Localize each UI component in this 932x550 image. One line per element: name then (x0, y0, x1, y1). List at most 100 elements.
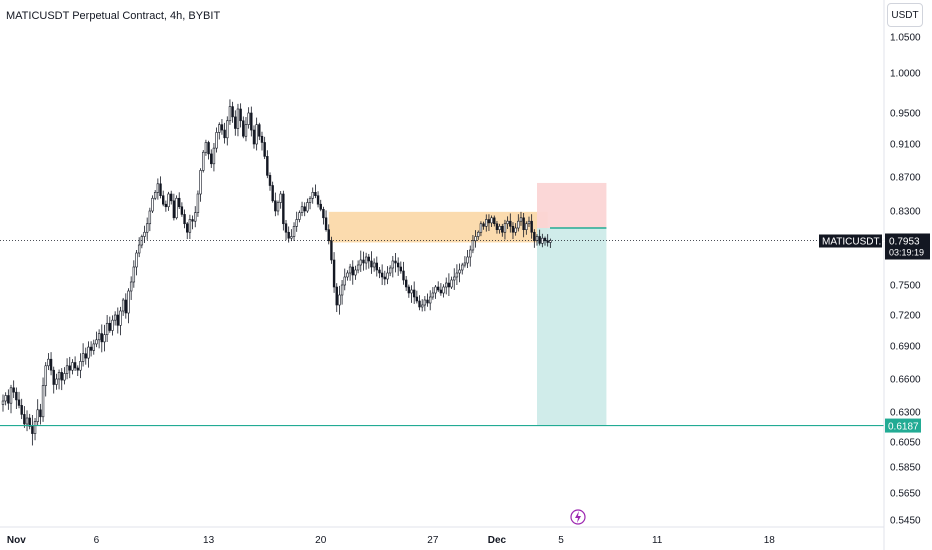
candle-body (223, 129, 226, 139)
candle (49, 352, 53, 376)
candle-body (170, 193, 173, 202)
candle (242, 116, 245, 139)
candle (292, 222, 296, 242)
candle-body (356, 264, 360, 271)
candle (538, 229, 541, 246)
candle (295, 211, 298, 232)
candle (471, 234, 475, 254)
candle (394, 252, 397, 273)
candle-body (79, 361, 82, 371)
candle (415, 290, 419, 304)
candle (396, 257, 400, 276)
candle-body (76, 367, 79, 371)
y-tick-label: 0.7200 (890, 311, 921, 322)
candle-body (303, 206, 306, 212)
candle-body (311, 192, 314, 199)
candle (199, 168, 202, 202)
candle-body (426, 299, 429, 304)
candle-body (151, 197, 154, 212)
candle (36, 399, 39, 426)
candle (354, 265, 357, 280)
candle (194, 206, 197, 228)
candle (509, 213, 512, 233)
candle-body (276, 202, 280, 212)
candle (428, 290, 432, 311)
candle-body (135, 252, 138, 268)
candle-body (463, 262, 467, 266)
candle-body (530, 220, 533, 233)
candle (28, 413, 31, 430)
candle (244, 117, 248, 142)
candle (68, 356, 71, 379)
candle (175, 195, 178, 220)
candle (418, 295, 421, 311)
candle-body (164, 203, 168, 208)
candle (223, 122, 226, 144)
y-tick-label: 0.8300 (890, 207, 921, 218)
candle (129, 276, 133, 300)
candle-body (391, 260, 395, 269)
candle (156, 178, 160, 200)
candle (226, 116, 229, 146)
lightning-icon[interactable] (570, 509, 586, 525)
candle (15, 387, 18, 409)
candle-body (410, 289, 413, 294)
candle (450, 276, 453, 290)
candle (306, 198, 309, 213)
candle (81, 343, 85, 367)
candle (145, 217, 149, 240)
candle (148, 207, 152, 232)
candle (135, 249, 138, 276)
candle (322, 206, 325, 225)
candle (151, 195, 154, 213)
orange-zone (328, 211, 548, 243)
candle-body (55, 378, 58, 385)
candle (212, 142, 216, 172)
candle-body (493, 217, 496, 225)
candle-body (386, 272, 389, 280)
candle (17, 391, 21, 409)
candle (204, 139, 208, 156)
candle-body (71, 362, 74, 371)
candle-body (196, 193, 200, 214)
candle (25, 410, 29, 432)
candle-body (458, 269, 461, 274)
stop-loss-zone[interactable] (537, 182, 607, 228)
candle (399, 261, 403, 274)
candle (7, 389, 10, 410)
candle-body (12, 387, 15, 393)
candle (423, 296, 427, 312)
candle-body (153, 192, 157, 199)
candle-body (412, 289, 416, 298)
candle (375, 256, 378, 277)
candle (372, 258, 376, 272)
candle-body (172, 200, 176, 219)
candle-body (450, 279, 453, 288)
candle (479, 221, 483, 237)
candle-body (127, 290, 130, 314)
candle (180, 202, 184, 217)
candle (140, 234, 144, 249)
candle-body (220, 124, 224, 131)
candle (530, 214, 533, 239)
take-profit-zone[interactable] (537, 228, 607, 426)
candle (447, 273, 451, 296)
candle (474, 230, 477, 248)
candle-body (250, 112, 253, 131)
candle-body (87, 346, 90, 359)
last-price-label: 0.7953 (889, 236, 920, 247)
candle (543, 236, 547, 246)
candle-body (327, 229, 330, 242)
candle-body (525, 223, 528, 230)
currency-button[interactable]: USDT (887, 3, 923, 27)
candle-body (511, 226, 515, 233)
x-tick-label: Nov (7, 535, 26, 546)
candle (453, 268, 456, 290)
candle (186, 221, 189, 240)
candle (506, 216, 509, 229)
candle-body (519, 217, 523, 222)
candle (340, 279, 344, 305)
candle (89, 341, 93, 357)
